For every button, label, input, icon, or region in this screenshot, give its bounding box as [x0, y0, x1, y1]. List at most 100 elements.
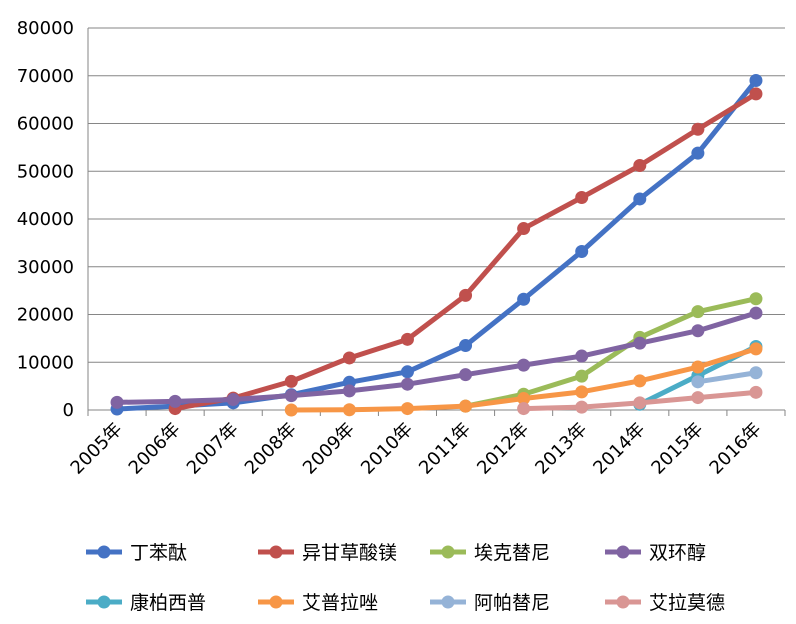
- data-point: [749, 366, 763, 380]
- data-point: [517, 358, 531, 372]
- data-point: [691, 360, 705, 374]
- x-tick-label: 2005年: [67, 419, 127, 479]
- x-tick-label: 2015年: [647, 419, 707, 479]
- data-point: [633, 396, 647, 410]
- data-point: [575, 369, 589, 383]
- data-point: [342, 384, 356, 398]
- y-tick-label: 20000: [17, 305, 74, 326]
- data-point: [575, 385, 589, 399]
- series-8: [517, 385, 763, 416]
- series-line: [695, 370, 759, 385]
- y-tick-label: 0: [63, 400, 74, 421]
- data-point: [517, 292, 531, 306]
- x-tick-label: 2006年: [125, 419, 185, 479]
- axes: [87, 28, 786, 416]
- legend-item: 艾普拉唑: [258, 592, 378, 614]
- legend-label: 康柏西普: [130, 592, 206, 614]
- legend-swatch-marker: [616, 595, 630, 609]
- x-axis-ticks: 2005年2006年2007年2008年2009年2010年2011年2012年…: [67, 419, 766, 479]
- data-point: [400, 377, 414, 391]
- y-tick-label: 30000: [17, 257, 74, 278]
- data-point: [226, 392, 240, 406]
- series-4: [110, 306, 763, 409]
- data-point: [110, 395, 124, 409]
- y-tick-label: 70000: [17, 66, 74, 87]
- legend-item: 丁苯酞: [86, 542, 187, 564]
- series-line: [114, 78, 759, 412]
- data-point: [749, 292, 763, 306]
- legend-swatch-marker: [441, 595, 455, 609]
- data-point: [749, 74, 763, 88]
- data-point: [459, 339, 473, 353]
- legend-item: 艾拉莫德: [605, 592, 725, 614]
- y-axis-ticks: 0 10000 20000 30000 40000 50000 60000 70000 8000…: [17, 18, 74, 421]
- data-point: [749, 87, 763, 101]
- data-point: [284, 374, 298, 388]
- data-point: [284, 389, 298, 403]
- y-tick-label: 80000: [17, 18, 74, 39]
- legend-label: 阿帕替尼: [474, 592, 550, 614]
- legend-item: 康柏西普: [86, 592, 206, 614]
- series-line: [172, 91, 759, 412]
- data-point: [517, 222, 531, 236]
- x-tick-label: 2009年: [299, 419, 359, 479]
- y-tick-label: 50000: [17, 161, 74, 182]
- data-point: [575, 400, 589, 414]
- data-point: [342, 403, 356, 417]
- y-tick-label: 60000: [17, 114, 74, 135]
- x-tick-label: 2013年: [531, 419, 591, 479]
- legend-label: 异甘草酸镁: [302, 542, 397, 564]
- data-point: [691, 305, 705, 319]
- legend-swatch-marker: [97, 545, 111, 559]
- data-point: [517, 402, 531, 416]
- legend-swatch-marker: [441, 545, 455, 559]
- series-2: [168, 87, 763, 416]
- legend-swatch-marker: [97, 595, 111, 609]
- data-point: [575, 244, 589, 258]
- legend-swatch-marker: [269, 545, 283, 559]
- data-point: [749, 385, 763, 399]
- data-point: [459, 368, 473, 382]
- series-lines: [110, 74, 763, 417]
- x-tick-label: 2007年: [183, 419, 243, 479]
- legend-item: 阿帕替尼: [430, 592, 550, 614]
- series-line: [114, 310, 759, 405]
- legend-label: 双环醇: [649, 542, 706, 564]
- legend-item: 双环醇: [605, 542, 706, 564]
- data-point: [691, 391, 705, 405]
- data-point: [691, 324, 705, 338]
- data-point: [459, 399, 473, 413]
- series-line: [463, 296, 759, 409]
- x-tick-label: 2016年: [706, 419, 766, 479]
- data-point: [749, 306, 763, 320]
- data-point: [633, 159, 647, 173]
- x-tick-label: 2010年: [357, 419, 417, 479]
- legend-label: 艾拉莫德: [649, 592, 725, 614]
- data-point: [459, 288, 473, 302]
- gridlines: [88, 27, 785, 363]
- data-point: [400, 332, 414, 346]
- y-tick-label: 40000: [17, 209, 74, 230]
- data-point: [749, 342, 763, 356]
- x-tick-label: 2008年: [241, 419, 301, 479]
- legend-item: 埃克替尼: [430, 542, 550, 564]
- data-point: [633, 192, 647, 206]
- data-point: [575, 191, 589, 205]
- data-point: [168, 394, 182, 408]
- legend-swatch-marker: [269, 595, 283, 609]
- x-tick-label: 2014年: [589, 419, 649, 479]
- data-point: [691, 146, 705, 160]
- data-point: [400, 365, 414, 379]
- data-point: [633, 374, 647, 388]
- data-point: [575, 349, 589, 363]
- x-tick-label: 2012年: [473, 419, 533, 479]
- series-6: [284, 342, 763, 417]
- legend-label: 丁苯酞: [130, 542, 187, 564]
- series-7: [691, 366, 763, 389]
- data-point: [400, 402, 414, 416]
- data-point: [284, 403, 298, 417]
- data-point: [342, 351, 356, 365]
- x-tick-label: 2011年: [415, 419, 475, 479]
- data-point: [517, 392, 531, 406]
